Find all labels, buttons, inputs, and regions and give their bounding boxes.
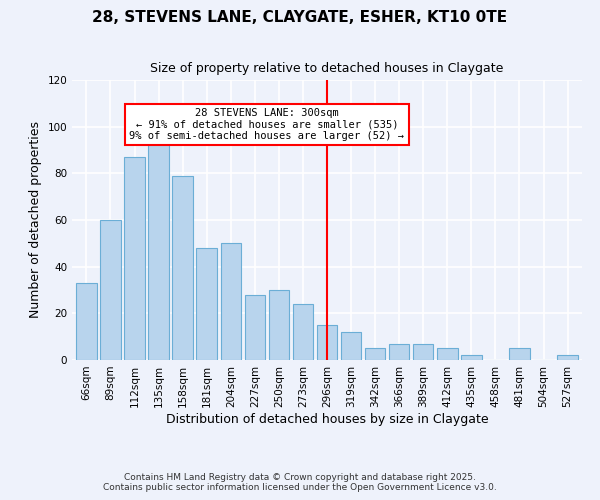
Bar <box>148 134 169 360</box>
Bar <box>341 332 361 360</box>
Y-axis label: Number of detached properties: Number of detached properties <box>29 122 42 318</box>
Text: 28 STEVENS LANE: 300sqm
← 91% of detached houses are smaller (535)
9% of semi-de: 28 STEVENS LANE: 300sqm ← 91% of detache… <box>130 108 404 141</box>
Bar <box>389 344 409 360</box>
Bar <box>437 348 458 360</box>
Bar <box>293 304 313 360</box>
Bar <box>509 348 530 360</box>
Bar <box>196 248 217 360</box>
Bar <box>413 344 433 360</box>
Bar <box>245 294 265 360</box>
X-axis label: Distribution of detached houses by size in Claygate: Distribution of detached houses by size … <box>166 412 488 426</box>
Bar <box>100 220 121 360</box>
Text: Contains HM Land Registry data © Crown copyright and database right 2025.
Contai: Contains HM Land Registry data © Crown c… <box>103 473 497 492</box>
Bar <box>317 325 337 360</box>
Bar <box>221 244 241 360</box>
Bar <box>365 348 385 360</box>
Bar <box>172 176 193 360</box>
Bar <box>269 290 289 360</box>
Title: Size of property relative to detached houses in Claygate: Size of property relative to detached ho… <box>151 62 503 74</box>
Bar <box>124 157 145 360</box>
Bar <box>557 356 578 360</box>
Bar <box>76 283 97 360</box>
Text: 28, STEVENS LANE, CLAYGATE, ESHER, KT10 0TE: 28, STEVENS LANE, CLAYGATE, ESHER, KT10 … <box>92 10 508 25</box>
Bar <box>461 356 482 360</box>
